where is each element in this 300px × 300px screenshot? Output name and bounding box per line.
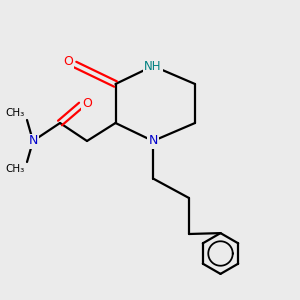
Text: N: N <box>28 134 38 148</box>
Text: O: O <box>64 55 73 68</box>
Text: O: O <box>82 97 92 110</box>
Text: CH₃: CH₃ <box>5 108 25 118</box>
Text: N: N <box>148 134 158 148</box>
Text: NH: NH <box>144 59 162 73</box>
Text: CH₃: CH₃ <box>5 164 25 174</box>
